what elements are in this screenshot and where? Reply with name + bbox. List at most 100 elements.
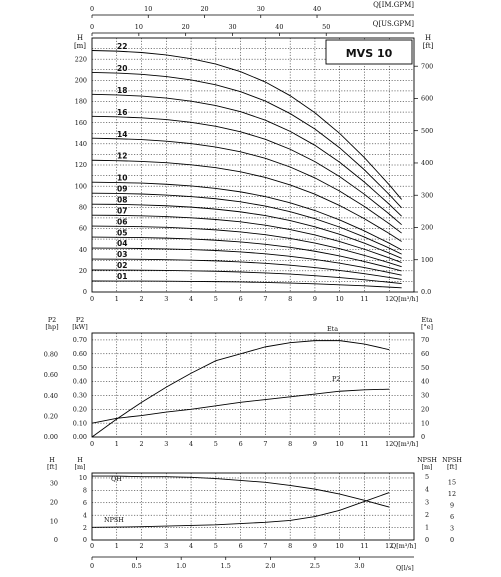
qh-curve-label: QH <box>111 475 122 483</box>
npsh-m-tick: 4 <box>425 486 429 494</box>
x-tick-label: 4 <box>189 295 193 303</box>
x-tick-label: 2 <box>139 542 143 550</box>
head-curve-07 <box>91 214 402 264</box>
head-curve-09 <box>91 192 402 255</box>
head-left-tick: 100 <box>75 182 87 190</box>
head-curve-04 <box>91 247 402 276</box>
hp-tick: 0.80 <box>44 350 58 358</box>
x-tick-label: 1 <box>115 440 119 448</box>
eta-unit-label: Eta <box>421 316 432 324</box>
ls-tick-label: 0.5 <box>131 562 141 570</box>
eta-tick: 0 <box>421 433 425 441</box>
imgpm-tick-label: 0 <box>90 5 94 13</box>
npsh-curve-label: NPSH <box>104 516 124 524</box>
stage-label-06: 06 <box>117 217 127 226</box>
top-usgpm-axis: Q[US.GPM] 0 10 20 30 40 50 <box>90 20 414 36</box>
head-right-tick: 200 <box>421 224 433 232</box>
head-curve-14 <box>91 137 402 234</box>
stage-label-12: 12 <box>117 152 127 161</box>
stage-label-18: 18 <box>117 86 127 95</box>
hp-tick: 0.60 <box>44 371 58 379</box>
h-ft-tick: 10 <box>50 517 58 525</box>
h-m-tick: 10 <box>79 474 87 482</box>
head-curve-12 <box>91 159 402 242</box>
eta-tick: 10 <box>421 419 429 427</box>
p2-curve-label: P2 <box>332 375 340 383</box>
npsh-m-unit-label: NPSH <box>417 456 437 464</box>
stage-label-16: 16 <box>117 108 127 117</box>
x-tick-label: 10 <box>336 542 344 550</box>
x-tick-label: 9 <box>313 542 317 550</box>
stage-label-10: 10 <box>117 174 127 183</box>
x-tick-label: 3 <box>164 542 168 550</box>
head-left-tick: 140 <box>75 140 87 148</box>
head-left-tick: 120 <box>75 161 87 169</box>
head-left-tick: 220 <box>75 55 87 63</box>
usgpm-tick-label: 0 <box>90 23 94 31</box>
head-right-tick: 100 <box>421 256 433 264</box>
usgpm-tick-label: 50 <box>322 23 330 31</box>
eta-tick: 30 <box>421 392 429 400</box>
x-tick-label: 6 <box>239 295 243 303</box>
head-left-tick: 160 <box>75 119 87 127</box>
usgpm-tick-label: 10 <box>135 23 143 31</box>
stage-label-20: 20 <box>117 64 127 73</box>
npsh-ft-tick: 12 <box>448 490 456 498</box>
npsh-m-tick: 2 <box>425 511 429 519</box>
head-left-tick: 20 <box>79 267 87 275</box>
x-tick-label: 9 <box>313 440 317 448</box>
npsh-m-tick: 3 <box>425 498 429 506</box>
head-right-tick: 300 <box>421 191 433 199</box>
npsh-x-label: Q[m³/h] <box>391 542 416 550</box>
h-m-tick: 6 <box>83 499 87 507</box>
x-tick-label: 8 <box>288 440 292 448</box>
h-ft-unit: [ft] <box>47 463 57 471</box>
head-x-label: Q[m³/h] <box>393 295 418 303</box>
x-tick-label: 4 <box>189 440 193 448</box>
x-tick-label: 12 <box>385 440 393 448</box>
npsh-m-tick: 5 <box>425 473 429 481</box>
ls-tick-label: 3.0 <box>354 562 364 570</box>
x-tick-label: 11 <box>360 542 368 550</box>
head-left-tick: 0 <box>83 288 87 296</box>
head-curve-01 <box>91 280 402 289</box>
head-left-tick: 40 <box>79 246 87 254</box>
hp-unit: [hp] <box>45 323 58 331</box>
h-m-unit: [m] <box>74 463 85 471</box>
kw-tick: 0.30 <box>73 392 87 400</box>
stage-label-05: 05 <box>117 228 127 237</box>
x-tick-label: 3 <box>164 295 168 303</box>
npsh-m-tick: 1 <box>425 524 429 532</box>
head-right-tick: 500 <box>421 127 433 135</box>
x-tick-label: 0 <box>90 542 94 550</box>
x-tick-label: 1 <box>115 295 119 303</box>
head-curve-22 <box>91 50 402 200</box>
x-tick-label: 7 <box>263 542 267 550</box>
x-tick-label: 0 <box>90 440 94 448</box>
head-left-tick: 60 <box>79 225 87 233</box>
ls-tick-label: 1.0 <box>176 562 186 570</box>
p2-curve <box>91 388 390 424</box>
top-usgpm-label: Q[US.GPM] <box>373 20 415 28</box>
h-ft-tick: 20 <box>50 498 58 506</box>
hp-unit-p2: P2 <box>48 316 56 324</box>
npsh-m-tick: 0 <box>425 536 429 544</box>
x-tick-label: 0 <box>90 295 94 303</box>
npsh-ft-unit: [ft] <box>447 463 457 471</box>
qh-curve <box>92 475 390 508</box>
power-panel: P2 [hp] P2 [kW] Eta [°e] Eta P2 0.00 0.20… <box>44 316 433 448</box>
stage-label-02: 02 <box>117 261 127 270</box>
stage-label-08: 08 <box>117 195 127 204</box>
eta-unit: [°e] <box>421 323 433 331</box>
ls-label: Q[l/s] <box>396 564 414 572</box>
head-curve-05 <box>91 236 402 272</box>
npsh-ft-tick: 9 <box>450 502 454 510</box>
head-right-tick: 700 <box>421 62 433 70</box>
npsh-ft-tick: 0 <box>450 536 454 544</box>
npsh-m-unit: [m] <box>421 463 432 471</box>
x-tick-label: 3 <box>164 440 168 448</box>
head-curve-06 <box>91 225 402 268</box>
h-m-tick: 4 <box>83 511 87 519</box>
x-tick-label: 9 <box>313 295 317 303</box>
